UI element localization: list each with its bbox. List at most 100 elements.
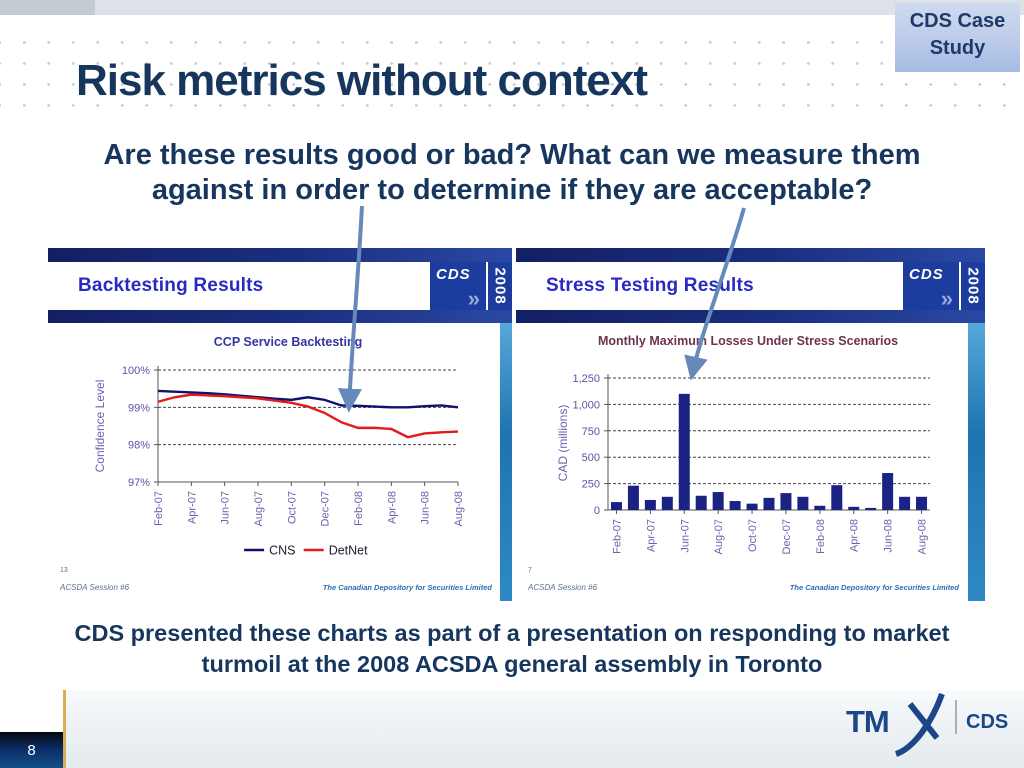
x-tick-label: Dec-07 (781, 519, 793, 554)
bottom-note: CDS presented these charts as part of a … (0, 618, 1024, 680)
bar-Apr-08 (848, 506, 860, 510)
bar-Feb-07 (610, 502, 622, 510)
company-footnote: The Canadian Depository for Securities L… (322, 583, 492, 592)
cds-logo: CDS » (903, 262, 959, 310)
x-tick-label: Apr-07 (645, 519, 657, 552)
company-footnote: The Canadian Depository for Securities L… (789, 583, 959, 592)
x-tick-label: Jun-08 (420, 491, 432, 525)
session-footnote: 13 ACSDA Session #6 (60, 567, 129, 595)
screenshot-panel-backtesting: Backtesting Results CDS » 2008 100% 99% 98… (48, 248, 512, 601)
panel-top-bar (516, 248, 985, 262)
bar-Aug-07 (712, 492, 724, 510)
chevrons-icon: » (940, 286, 953, 311)
chart-title-stress: Monthly Maximum Losses Under Stress Scen… (597, 334, 899, 348)
tmx-x-swoosh (894, 692, 945, 757)
x-tick-label: Jun-07 (679, 519, 691, 553)
y-tick-label: 500 (582, 452, 600, 464)
bar-Sep-07 (729, 501, 741, 510)
cds-logo-text: CDS (909, 266, 944, 283)
year-label: 2008 (491, 267, 509, 305)
bar-Jun-07 (678, 393, 690, 510)
x-tick-label: Apr-08 (386, 491, 398, 524)
bar-May-08 (865, 507, 877, 510)
session-footnote: 7 ACSDA Session #6 (528, 567, 597, 595)
x-tick-label: Aug-08 (453, 491, 465, 526)
bar-Jun-08 (882, 473, 894, 510)
embedded-slide-number: 13 (60, 567, 68, 575)
x-tick-label: Feb-08 (815, 519, 827, 554)
y-tick-label: 99% (128, 402, 150, 414)
x-tick-label: Oct-07 (747, 519, 759, 552)
backtesting-chart-area: 100% 99% 98% 97% Feb-07 Apr-07 Jun-07 Aug-07 Oct… (48, 323, 512, 601)
y-axis-label-confidence: Confidence Level (93, 379, 107, 473)
session-name: ACSDA Session #6 (528, 582, 598, 592)
bar-Apr-07 (644, 499, 656, 510)
footer-band: 8 TM CDS (0, 690, 1024, 768)
question-text: Are these results good or bad? What can … (0, 138, 1024, 208)
series-DetNet (157, 393, 459, 439)
dot-grid-pattern (0, 26, 1024, 118)
year-strip: 2008 (961, 262, 985, 310)
x-tick-label: Aug-07 (713, 519, 725, 554)
bar-Mar-08 (831, 485, 843, 510)
panel-divider-bar (48, 310, 512, 323)
cds-text: CDS (966, 711, 1008, 733)
y-tick-label: 750 (582, 426, 600, 438)
backtesting-line-chart: 100% 99% 98% 97%Feb-07 Apr-07 Jun-07 Aug-07 Oct… (122, 365, 465, 558)
session-name: ACSDA Session #6 (60, 582, 130, 592)
tmx-cds-logo: TM CDS (846, 692, 1008, 757)
bottom-note-line-2: turmoil at the 2008 ACSDA general assemb… (201, 651, 823, 677)
y-tick-label: 98% (128, 440, 150, 452)
screenshot-panel-stress: Stress Testing Results CDS » 2008 1,250 1… (516, 248, 985, 601)
x-tick-label: Apr-08 (849, 519, 861, 552)
x-tick-label: Aug-07 (253, 491, 265, 526)
panel-edge-stripe (968, 323, 985, 601)
panel-header-band: Backtesting Results CDS » 2008 (48, 262, 512, 310)
cds-brand-block: CDS » 2008 (903, 262, 985, 310)
bar-Mar-07 (627, 485, 639, 510)
legend-label-CNS: CNS (269, 544, 295, 558)
bar-Feb-08 (814, 505, 826, 510)
panel-header-title: Backtesting Results (78, 275, 264, 296)
bar-Dec-07 (780, 493, 792, 510)
y-tick-label: 250 (582, 479, 600, 491)
embedded-slide-number: 7 (528, 567, 532, 575)
y-tick-label: 1,250 (572, 373, 600, 385)
panel-header-band: Stress Testing Results CDS » 2008 (516, 262, 985, 310)
cds-brand-block: CDS » 2008 (430, 262, 512, 310)
gold-divider-line (63, 690, 66, 768)
y-tick-label: 100% (122, 365, 150, 377)
case-study-badge: CDS Case Study (895, 3, 1020, 72)
y-tick-label: 97% (128, 477, 150, 489)
x-tick-label: Feb-07 (611, 519, 623, 554)
tmx-text: TM (846, 704, 889, 739)
x-tick-label: Jun-07 (220, 491, 232, 525)
chart-title-backtesting: CCP Service Backtesting (213, 335, 363, 349)
question-line-2: against in order to determine if they ar… (151, 174, 873, 206)
year-label: 2008 (964, 267, 982, 305)
top-accent-bar (0, 0, 1024, 15)
x-tick-label: Dec-07 (320, 491, 332, 526)
y-tick-label: 1,000 (572, 399, 600, 411)
bar-Aug-08 (916, 496, 928, 510)
x-tick-label: Oct-07 (286, 491, 298, 524)
y-axis-label-cad: CAD (millions) (556, 404, 570, 482)
x-tick-label: Jun-08 (883, 519, 895, 553)
top-accent-bar-left (0, 0, 95, 15)
question-line-1: Are these results good or bad? What can … (103, 139, 921, 171)
panel-edge-stripe (500, 323, 512, 601)
year-strip: 2008 (488, 262, 512, 310)
stress-bar-chart: 1,250 1,000 750 500 250 0 Feb-07 Apr-07 Jun-07 Au… (572, 373, 930, 554)
panel-header-title: Stress Testing Results (546, 275, 754, 296)
x-tick-label: Feb-08 (353, 491, 365, 526)
footer-gradient (66, 690, 1024, 768)
bar-Jul-08 (899, 496, 911, 510)
page-title: Risk metrics without context (76, 56, 648, 105)
x-tick-label: Feb-07 (153, 491, 165, 526)
y-tick-label: 0 (594, 505, 600, 517)
cds-logo: CDS » (430, 262, 486, 310)
tmx-x-stroke (907, 702, 940, 740)
bar-Jan-08 (797, 496, 809, 510)
slide-number-block: 8 (0, 732, 63, 768)
